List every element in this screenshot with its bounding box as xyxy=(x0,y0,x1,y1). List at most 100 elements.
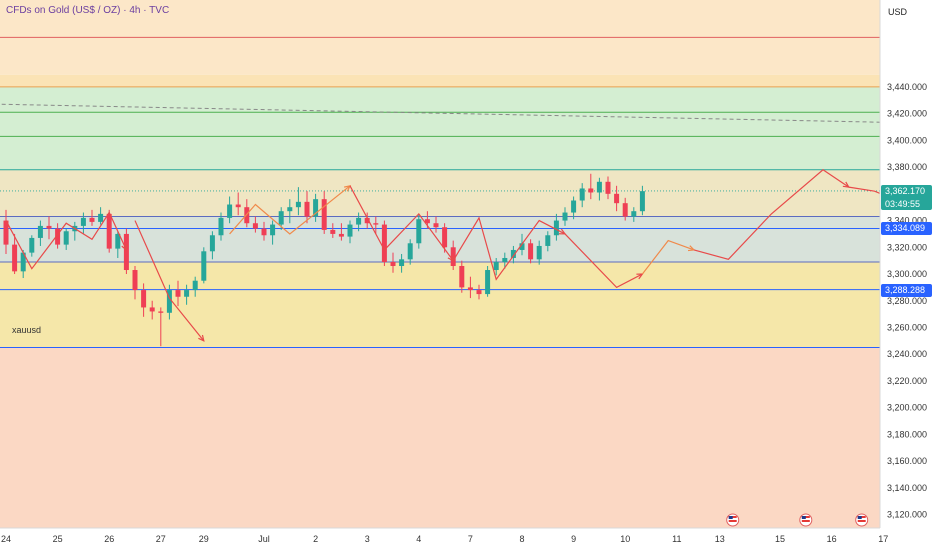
candle-body-25 xyxy=(218,217,224,236)
price-tag-value-2: 3,288.288 xyxy=(885,284,926,295)
x-tick-label-6: 2 xyxy=(313,534,318,544)
candle-body-22 xyxy=(192,280,198,291)
zone-band-5 xyxy=(0,261,880,348)
x-tick-label-8: 4 xyxy=(416,534,421,544)
chart-title: CFDs on Gold (US$ / OZ) · 4h · TVC xyxy=(6,5,170,16)
candle-body-63 xyxy=(545,235,551,246)
x-tick-label-7: 3 xyxy=(365,534,370,544)
candle-body-60 xyxy=(519,243,525,250)
y-tick-label-9: 3,300.000 xyxy=(887,269,927,279)
x-tick-label-1: 25 xyxy=(53,534,63,544)
candle-body-10 xyxy=(89,217,95,222)
price-tag-1: 3,334.089 xyxy=(881,222,932,236)
candle-body-62 xyxy=(536,245,542,260)
candle-body-20 xyxy=(175,290,181,297)
event-flag-1-stripe-b xyxy=(801,520,810,522)
y-tick-label-0: 3,120.000 xyxy=(887,510,927,520)
projection-arrowhead-0 xyxy=(121,243,128,252)
candle-body-33 xyxy=(287,207,293,212)
projection-path-3 xyxy=(349,185,454,262)
candle-body-24 xyxy=(209,235,215,252)
candle-body-66 xyxy=(571,200,577,213)
candle-body-54 xyxy=(467,287,473,291)
projection-path-4 xyxy=(452,216,566,281)
y-tick-label-13: 3,380.000 xyxy=(887,162,927,172)
candle-body-72 xyxy=(622,203,628,217)
candle-body-52 xyxy=(450,247,456,267)
candle-body-19 xyxy=(166,290,172,313)
candle-body-47 xyxy=(407,243,413,260)
candle-body-2 xyxy=(20,252,26,272)
candle-body-69 xyxy=(596,181,602,193)
x-tick-label-10: 8 xyxy=(519,534,524,544)
y-tick-label-6: 3,240.000 xyxy=(887,349,927,359)
x-tick-label-3: 27 xyxy=(156,534,166,544)
candle-body-74 xyxy=(639,191,645,212)
projection-arrowhead-1 xyxy=(198,334,205,342)
y-tick-label-16: 3,440.000 xyxy=(887,82,927,92)
event-flag-2-stripe-b xyxy=(857,520,866,522)
price-tag-value-0: 3,362.170 xyxy=(885,185,926,196)
x-tick-label-9: 7 xyxy=(468,534,473,544)
event-flag-0-stripe-b xyxy=(728,520,737,522)
candle-body-71 xyxy=(614,193,620,204)
x-tick-label-17: 17 xyxy=(878,534,888,544)
event-flag-1-canton xyxy=(801,516,806,519)
candle-body-70 xyxy=(605,181,611,194)
candle-body-18 xyxy=(158,311,164,313)
x-tick-label-0: 24 xyxy=(1,534,11,544)
candle-body-35 xyxy=(304,201,310,217)
candle-body-9 xyxy=(80,217,86,226)
candle-body-68 xyxy=(588,188,594,193)
event-flag-2-canton xyxy=(857,516,862,519)
candle-body-14 xyxy=(123,233,129,271)
currency-label[interactable]: USD xyxy=(888,7,908,17)
candle-body-40 xyxy=(347,224,353,237)
x-tick-label-11: 9 xyxy=(571,534,576,544)
symbol-label: xauusd xyxy=(12,325,42,335)
candle-body-3 xyxy=(29,237,35,253)
candle-body-26 xyxy=(227,204,233,218)
candle-body-53 xyxy=(459,266,465,288)
projection-path-2 xyxy=(229,185,351,235)
candle-body-11 xyxy=(98,213,104,222)
price-tag-0: 3,362.170 03:49:55 xyxy=(881,184,932,210)
candle-body-73 xyxy=(631,211,637,217)
candle-body-27 xyxy=(235,204,241,208)
candle-body-41 xyxy=(356,217,362,225)
candle-body-23 xyxy=(201,251,207,281)
candle-body-5 xyxy=(46,225,52,229)
projection-path-6 xyxy=(641,239,695,275)
x-tick-label-2: 26 xyxy=(104,534,114,544)
projection-path-5 xyxy=(564,233,643,289)
candle-body-61 xyxy=(528,243,534,260)
candle-body-67 xyxy=(579,188,585,201)
candle-body-58 xyxy=(502,257,508,262)
y-tick-label-15: 3,420.000 xyxy=(887,109,927,119)
x-tick-label-12: 10 xyxy=(620,534,630,544)
projection-path-1 xyxy=(134,220,205,342)
candle-body-51 xyxy=(442,227,448,248)
y-tick-label-2: 3,160.000 xyxy=(887,456,927,466)
candle-body-36 xyxy=(313,199,319,217)
candle-body-13 xyxy=(115,233,121,249)
candle-body-59 xyxy=(510,249,516,258)
candle-body-50 xyxy=(433,223,439,228)
x-tick-label-14: 13 xyxy=(715,534,725,544)
y-tick-label-5: 3,220.000 xyxy=(887,376,927,386)
projection-path-0 xyxy=(5,211,127,270)
x-tick-label-16: 16 xyxy=(827,534,837,544)
candle-body-64 xyxy=(553,220,559,236)
y-tick-label-14: 3,400.000 xyxy=(887,135,927,145)
candle-body-34 xyxy=(295,201,301,208)
candle-body-32 xyxy=(278,211,284,225)
candle-body-65 xyxy=(562,212,568,221)
zone-band-6 xyxy=(0,347,880,528)
candle-body-29 xyxy=(252,223,258,229)
candle-body-39 xyxy=(338,233,344,237)
y-tick-label-1: 3,140.000 xyxy=(887,483,927,493)
candle-body-55 xyxy=(476,290,482,295)
candle-body-48 xyxy=(416,219,422,244)
y-tick-label-3: 3,180.000 xyxy=(887,429,927,439)
